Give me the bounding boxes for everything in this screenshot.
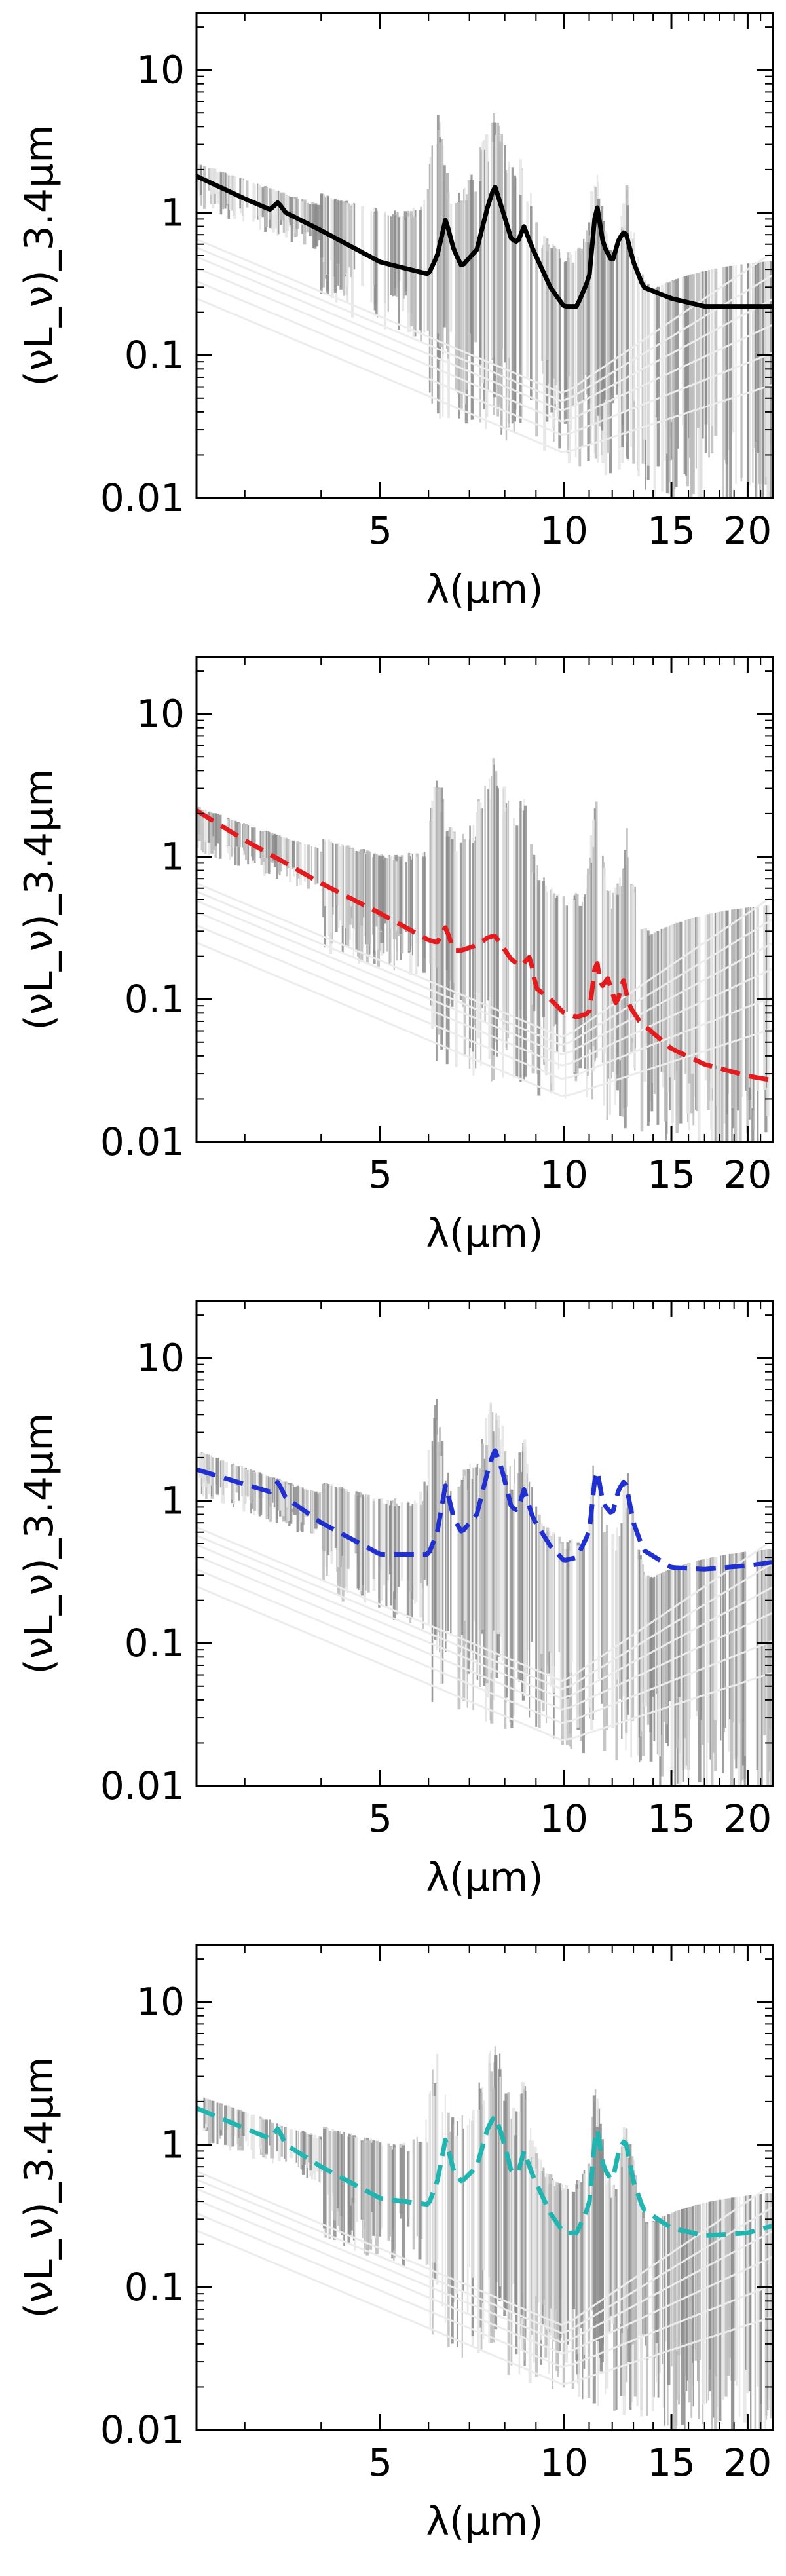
y-tick-label: 0.1 — [124, 333, 185, 377]
template-track — [196, 900, 773, 1055]
template-track — [196, 1555, 773, 1711]
template-track — [196, 941, 773, 1097]
series-line — [196, 808, 773, 1083]
y-tick-label: 0.01 — [100, 2408, 185, 2452]
x-tick-label: 5 — [368, 1152, 392, 1197]
chart-svg: 0.01 0.1 1 10 5 10 15 20 λ(μm) (νL_ν)_3.4μm — [16, 656, 774, 1257]
x-axis-label: λ(μm) — [426, 2499, 544, 2545]
template-track — [196, 882, 773, 1038]
y-tick-label: 0.1 — [124, 2265, 185, 2309]
x-tick-label: 20 — [724, 1152, 772, 1197]
series-line — [196, 174, 773, 309]
template-track — [196, 280, 773, 436]
template-envelope — [196, 2046, 773, 2430]
x-tick-label: 20 — [724, 2440, 772, 2485]
x-tick-label: 20 — [724, 508, 772, 553]
y-tick-label: 0.1 — [124, 1621, 185, 1665]
x-tick-label: 5 — [368, 1796, 392, 1841]
template-track — [196, 911, 773, 1067]
y-tick-label: 0.1 — [124, 977, 185, 1021]
y-tick-label: 1 — [160, 2122, 185, 2167]
x-axis-label: λ(μm) — [426, 1855, 544, 1901]
x-tick-label: 5 — [368, 2440, 392, 2485]
x-tick-label: 10 — [540, 508, 588, 553]
x-tick-label: 5 — [368, 508, 392, 553]
x-tick-label: 20 — [724, 1796, 772, 1841]
template-track — [196, 1534, 773, 1690]
y-axis-label: (νL_ν)_3.4μm — [16, 124, 62, 386]
y-tick-label: 10 — [136, 48, 185, 92]
x-tick-label: 15 — [647, 508, 696, 553]
x-tick-label: 15 — [647, 1152, 696, 1197]
template-track — [196, 2188, 773, 2343]
template-track — [196, 1585, 773, 1741]
y-tick-label: 1 — [160, 1478, 185, 1523]
y-tick-label: 0.01 — [100, 1764, 185, 1808]
template-track — [196, 246, 773, 402]
panel-4: 0.01 0.1 1 10 5 10 15 20 λ(μm) (νL_ν)_3.4μm — [0, 1932, 786, 2576]
template-track — [196, 1568, 773, 1724]
template-track — [196, 2229, 773, 2385]
template-track — [196, 2178, 773, 2334]
template-envelope — [196, 758, 773, 1142]
template-track — [196, 2212, 773, 2368]
template-track — [196, 2170, 773, 2326]
template-track — [196, 1544, 773, 1699]
series-line — [196, 2106, 773, 2238]
y-axis-label: (νL_ν)_3.4μm — [16, 1412, 62, 1674]
y-tick-label: 10 — [136, 692, 185, 736]
x-tick-label: 10 — [540, 2440, 588, 2485]
template-track — [196, 238, 773, 394]
y-tick-label: 10 — [136, 1336, 185, 1380]
x-axis-label: λ(μm) — [426, 1211, 544, 1257]
x-axis-label: λ(μm) — [426, 567, 544, 613]
y-axis-label: (νL_ν)_3.4μm — [16, 768, 62, 1030]
x-tick-label: 15 — [647, 1796, 696, 1841]
chart-svg: 0.01 0.1 1 10 5 10 15 20 λ(μm) (νL_ν)_3.4μm — [16, 12, 774, 613]
template-track — [196, 1526, 773, 1682]
y-tick-label: 1 — [160, 834, 185, 879]
chart-svg: 0.01 0.1 1 10 5 10 15 20 λ(μm) (νL_ν)_3.4μm — [16, 1944, 774, 2545]
template-track — [196, 924, 773, 1080]
panel-1: 0.01 0.1 1 10 5 10 15 20 λ(μm) (νL_ν)_3.4μm — [0, 0, 786, 644]
y-axis-label: (νL_ν)_3.4μm — [16, 2056, 62, 2318]
template-track — [196, 256, 773, 411]
template-track — [196, 890, 773, 1046]
chart-svg: 0.01 0.1 1 10 5 10 15 20 λ(μm) (νL_ν)_3.4μm — [16, 1300, 774, 1901]
x-tick-label: 10 — [540, 1152, 588, 1197]
panel-3: 0.01 0.1 1 10 5 10 15 20 λ(μm) (νL_ν)_3.4μm — [0, 1288, 786, 1932]
y-tick-label: 0.01 — [100, 476, 185, 520]
template-track — [196, 2199, 773, 2355]
y-tick-label: 0.01 — [100, 1120, 185, 1164]
template-envelope — [196, 1399, 773, 1786]
template-track — [196, 297, 773, 453]
y-tick-label: 1 — [160, 190, 185, 235]
series-line — [196, 1448, 773, 1572]
y-tick-label: 10 — [136, 1980, 185, 2024]
x-tick-label: 15 — [647, 2440, 696, 2485]
template-envelope — [196, 113, 773, 498]
panel-2: 0.01 0.1 1 10 5 10 15 20 λ(μm) (νL_ν)_3.4μm — [0, 644, 786, 1288]
x-tick-label: 10 — [540, 1796, 588, 1841]
template-track — [196, 267, 773, 423]
